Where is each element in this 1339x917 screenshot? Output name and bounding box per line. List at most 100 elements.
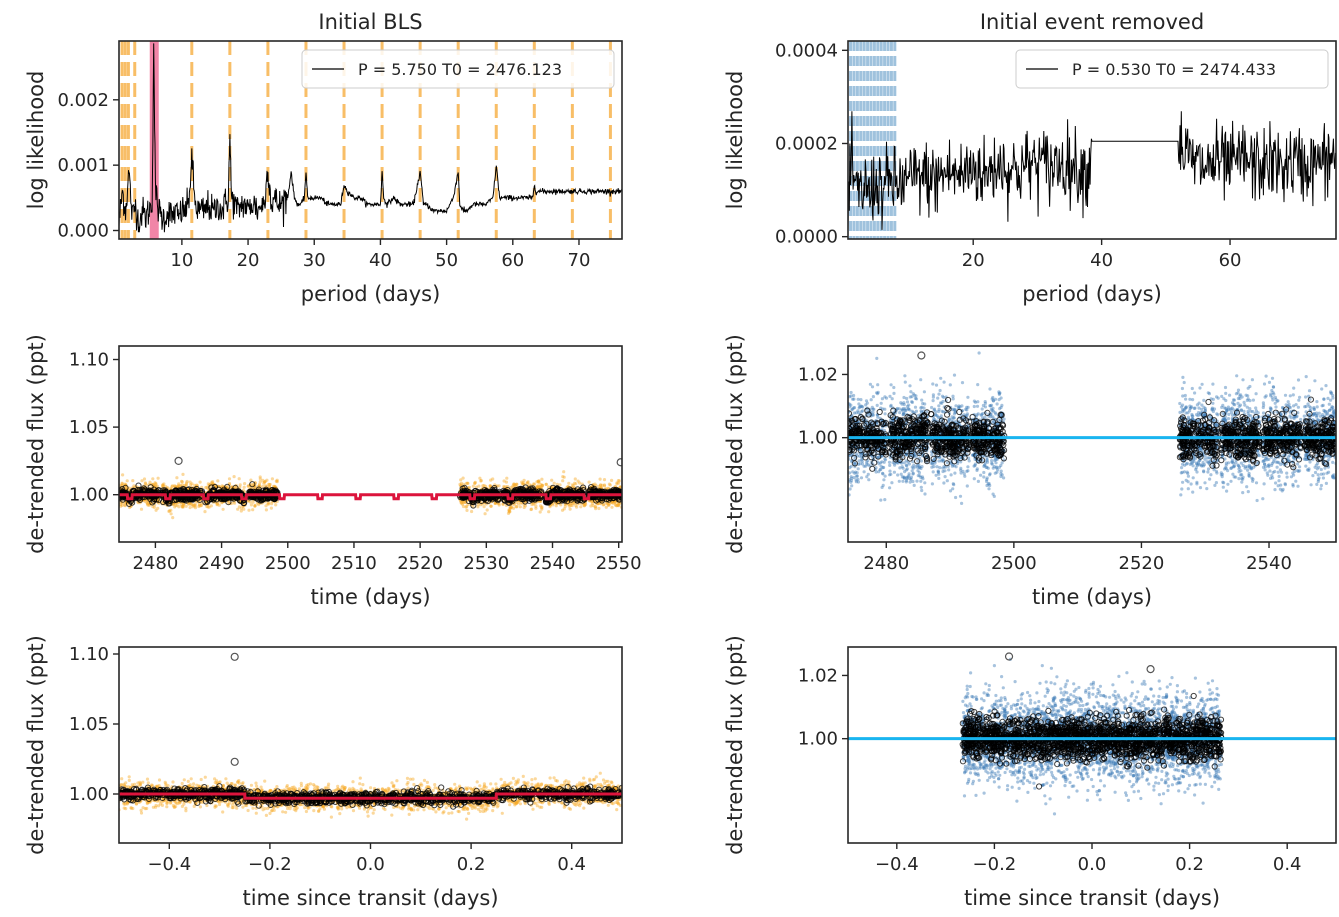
flux-point [179, 503, 183, 507]
flux-point [535, 480, 539, 484]
flux-point [937, 392, 941, 396]
flux-point [598, 477, 602, 481]
binned-point [555, 498, 562, 505]
flux-point [477, 484, 481, 488]
flux-point [167, 509, 171, 513]
flux-point [470, 509, 474, 514]
flux-point [247, 508, 251, 512]
flux-point [915, 479, 919, 483]
flux-point [479, 503, 483, 507]
flux-point [188, 506, 192, 510]
flux-point [591, 504, 595, 508]
flux-point [937, 476, 941, 480]
flux-point [249, 503, 253, 507]
binned-point [504, 487, 511, 494]
flux-point [857, 411, 861, 415]
flux-point [616, 503, 620, 507]
flux-point [853, 462, 857, 466]
flux-point [197, 503, 202, 507]
flux-point [901, 412, 906, 416]
flux-point [153, 481, 157, 485]
x-tick-label: 70 [568, 250, 591, 271]
flux-point [526, 481, 530, 485]
flux-point [602, 483, 607, 487]
flux-point [195, 483, 199, 487]
flux-point [236, 507, 240, 511]
flux-point [574, 503, 578, 507]
flux-point [920, 488, 924, 493]
flux-point [892, 391, 896, 395]
flux-point [267, 485, 272, 489]
flux-point [536, 480, 541, 484]
flux-point [539, 504, 543, 508]
flux-point [952, 373, 957, 377]
binned-point [568, 496, 575, 503]
flux-point [901, 466, 905, 470]
flux-point [540, 477, 544, 481]
flux-point [587, 480, 591, 484]
flux-point [953, 471, 957, 475]
flux-point [987, 487, 991, 491]
flux-point [156, 506, 160, 510]
flux-point [966, 395, 970, 399]
flux-point [535, 485, 539, 490]
flux-point [193, 506, 198, 510]
plot-area [848, 351, 1336, 505]
flux-point [482, 505, 486, 509]
flux-point [985, 457, 989, 462]
flux-point [616, 479, 621, 483]
flux-point [220, 484, 224, 488]
x-axis-label: time (days) [310, 585, 430, 609]
flux-point [539, 483, 543, 487]
flux-point [263, 480, 267, 484]
flux-point [910, 409, 914, 413]
flux-point [216, 479, 220, 483]
flux-point [275, 478, 279, 482]
flux-point [481, 484, 485, 488]
flux-point [995, 402, 999, 406]
flux-point [161, 484, 165, 488]
flux-point [514, 505, 518, 509]
flux-point [943, 475, 947, 479]
flux-point [460, 502, 465, 506]
x-tick-label: 60 [501, 250, 524, 271]
flux-point [993, 471, 997, 475]
flux-point [513, 483, 517, 487]
flux-point [512, 483, 516, 487]
flux-point [593, 505, 597, 509]
flux-point [185, 479, 189, 484]
flux-point [608, 483, 612, 487]
flux-point [908, 480, 912, 484]
y-tick-label: 0.0004 [775, 40, 838, 61]
x-axis-label: period (days) [301, 282, 441, 306]
flux-point [209, 504, 213, 508]
flux-point [155, 484, 159, 488]
flux-point [890, 481, 894, 485]
flux-point [124, 485, 128, 489]
flux-point [264, 484, 268, 488]
x-tick-label: 2500 [265, 553, 311, 574]
flux-point [936, 409, 941, 414]
flux-point [562, 507, 566, 511]
flux-point [562, 470, 566, 474]
flux-point [264, 508, 268, 512]
flux-point [599, 483, 603, 487]
flux-point [182, 503, 186, 507]
flux-point [193, 503, 197, 507]
flux-point [536, 484, 540, 488]
flux-point [550, 478, 554, 482]
flux-point [602, 502, 606, 507]
flux-point [489, 504, 493, 508]
flux-point [613, 502, 617, 506]
flux-point [131, 479, 135, 483]
flux-point [617, 504, 621, 508]
flux-point [174, 503, 178, 508]
flux-point [606, 503, 611, 507]
flux-point [570, 483, 575, 487]
flux-point [931, 399, 935, 403]
legend-label: P = 5.750 T0 = 2476.123 [358, 60, 562, 79]
flux-point [199, 504, 203, 508]
flux-point [855, 471, 859, 475]
flux-point [203, 510, 207, 514]
outlier-point [174, 456, 183, 465]
